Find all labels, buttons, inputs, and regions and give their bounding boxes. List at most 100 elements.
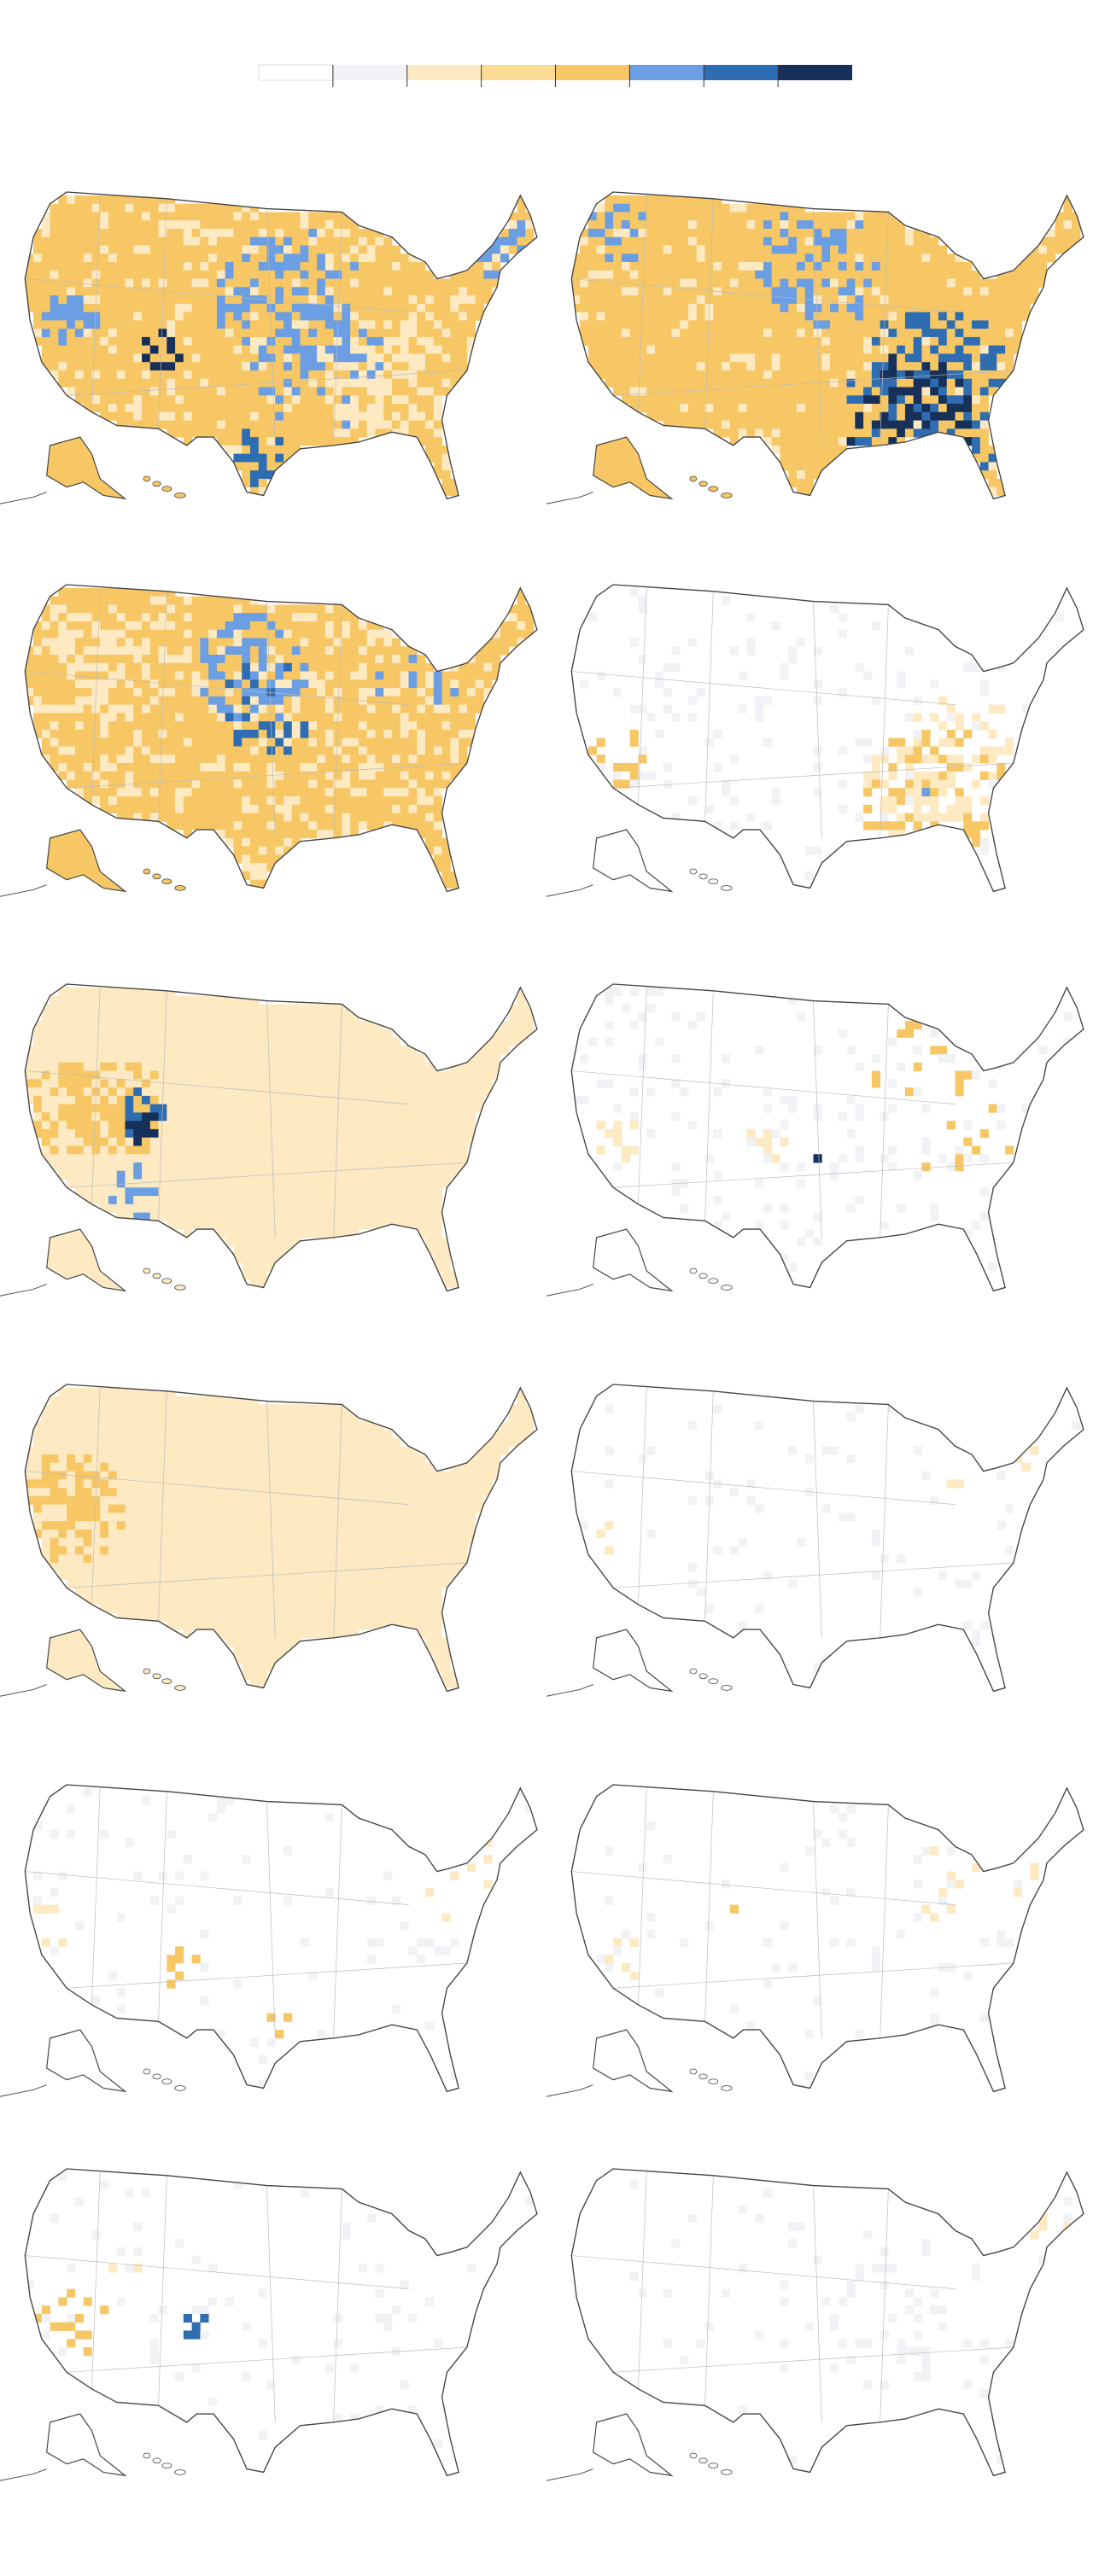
county <box>74 1037 85 1046</box>
county <box>183 813 193 822</box>
county <box>208 1004 218 1013</box>
county <box>125 688 134 697</box>
county <box>249 613 260 622</box>
county <box>291 278 301 288</box>
county <box>955 762 964 772</box>
county <box>938 295 948 305</box>
county <box>433 837 442 848</box>
county <box>200 228 209 238</box>
county <box>158 604 167 614</box>
county <box>972 387 981 396</box>
county <box>375 362 384 371</box>
county <box>258 879 267 889</box>
county <box>821 236 831 246</box>
county <box>291 671 301 680</box>
county <box>249 428 260 438</box>
county <box>133 312 143 321</box>
county <box>333 1029 342 1038</box>
county <box>324 721 335 731</box>
county <box>225 270 234 279</box>
county <box>116 1037 126 1046</box>
county <box>804 846 814 855</box>
county <box>425 813 435 822</box>
county <box>888 796 897 806</box>
county <box>67 771 76 780</box>
county <box>688 320 698 329</box>
county <box>149 278 159 288</box>
county <box>142 228 151 238</box>
county <box>863 420 873 429</box>
county <box>383 411 393 421</box>
county <box>450 879 459 889</box>
county <box>50 336 59 347</box>
county <box>91 1004 101 1013</box>
county <box>342 688 351 697</box>
county <box>375 796 384 806</box>
county <box>713 220 722 230</box>
county <box>621 378 631 388</box>
county <box>383 1029 393 1038</box>
county <box>391 329 401 338</box>
county <box>450 771 459 780</box>
county <box>441 863 451 872</box>
county <box>249 604 260 614</box>
county <box>813 746 822 755</box>
county <box>517 203 526 213</box>
county <box>74 995 85 1005</box>
county <box>142 278 151 288</box>
county <box>183 303 193 313</box>
county <box>291 721 301 731</box>
county <box>200 336 209 347</box>
county <box>58 762 67 772</box>
county <box>425 804 435 813</box>
county <box>450 746 459 755</box>
county <box>33 1020 43 1030</box>
county <box>149 629 159 638</box>
county <box>133 788 143 797</box>
county <box>50 604 59 614</box>
county <box>149 329 159 338</box>
county <box>216 629 226 638</box>
county <box>417 329 426 338</box>
county <box>41 646 50 656</box>
county <box>587 220 597 230</box>
county <box>913 796 922 806</box>
county <box>175 1062 184 1071</box>
county <box>100 613 109 622</box>
county <box>324 646 335 656</box>
county <box>125 729 134 739</box>
county <box>738 329 747 338</box>
county <box>275 621 284 631</box>
county <box>133 395 143 405</box>
county <box>258 871 267 881</box>
county <box>763 329 773 338</box>
county <box>67 696 76 706</box>
county <box>796 345 806 354</box>
county <box>324 662 335 672</box>
county <box>358 329 368 338</box>
county <box>704 345 714 354</box>
county <box>417 312 426 321</box>
county <box>904 345 915 354</box>
county <box>142 411 151 421</box>
county <box>258 679 267 689</box>
county <box>441 378 451 388</box>
county <box>821 254 831 263</box>
county <box>342 713 351 722</box>
county <box>308 662 318 672</box>
county <box>266 1029 276 1038</box>
county <box>821 278 831 288</box>
county <box>688 303 698 313</box>
county <box>358 721 368 731</box>
county <box>317 420 326 429</box>
county <box>629 729 639 739</box>
county <box>838 688 847 697</box>
county <box>979 846 989 855</box>
county <box>788 236 798 246</box>
county <box>508 212 517 221</box>
county <box>629 320 639 329</box>
county <box>125 587 134 597</box>
county <box>108 587 118 597</box>
county <box>167 228 176 238</box>
county <box>191 329 201 338</box>
